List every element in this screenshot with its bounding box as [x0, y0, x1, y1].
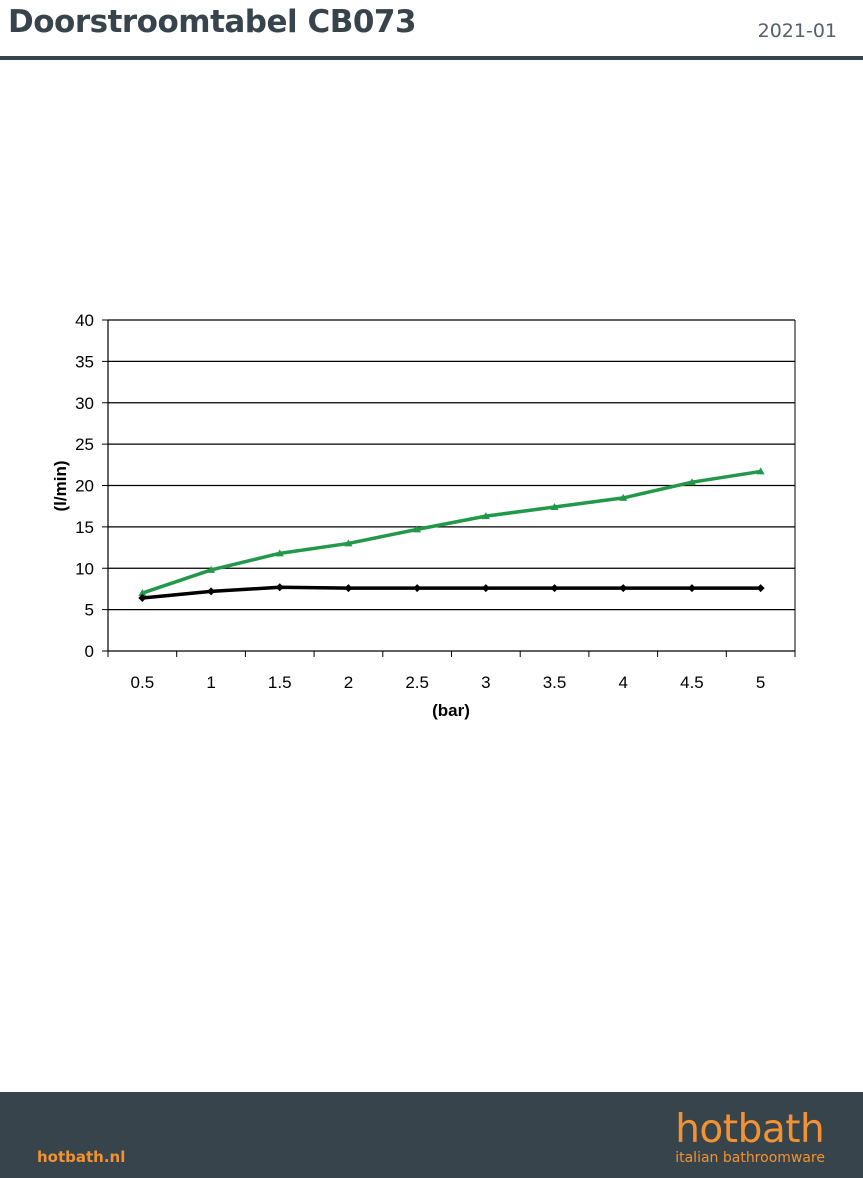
data-point: [344, 539, 353, 547]
y-tick-label: 35: [75, 352, 94, 371]
x-tick-label: 0.5: [131, 673, 155, 692]
y-tick-labels: 0 5 10 15 20 25 30 35 40: [75, 311, 94, 661]
y-tick-label: 20: [75, 477, 94, 496]
y-axis-label: (l/min): [51, 461, 70, 512]
data-point: [550, 584, 559, 593]
website-link[interactable]: hotbath.nl: [37, 1148, 126, 1166]
y-tick-label: 5: [85, 601, 94, 620]
page-title: Doorstroomtabel CB073: [8, 4, 417, 40]
data-point: [619, 493, 628, 501]
brand-logo: hotbath italian bathroomware: [675, 1107, 825, 1167]
y-tick-label: 40: [75, 311, 94, 330]
flow-chart: 0 5 10 15 20 25 30 35 40 0.5 1 1.5 2 2.5 3 3.5 4 4.5 5 (b…: [51, 311, 796, 720]
data-point: [481, 512, 490, 520]
series: [138, 467, 765, 603]
x-tick-label: 3.5: [543, 673, 567, 692]
data-point: [138, 594, 147, 603]
data-point: [619, 584, 628, 593]
y-tick-label: 25: [75, 435, 94, 454]
x-tick-labels: 0.5 1 1.5 2 2.5 3 3.5 4 4.5 5: [131, 673, 766, 692]
x-tick-label: 4: [619, 673, 628, 692]
x-tick-label: 5: [756, 673, 765, 692]
document-date: 2021-01: [757, 20, 837, 42]
data-point: [138, 589, 147, 597]
logo-tagline: italian bathroomware: [675, 1150, 825, 1166]
data-point: [413, 584, 422, 593]
data-point: [687, 478, 696, 486]
y-tick-label: 15: [75, 518, 94, 537]
data-point: [344, 584, 353, 593]
footer: hotbath.nl hotbath italian bathroomware: [0, 1092, 863, 1178]
data-point: [756, 467, 765, 475]
data-point: [756, 584, 765, 593]
data-point: [550, 503, 559, 511]
data-point: [207, 565, 216, 573]
series-line: [141, 469, 761, 595]
axes: [102, 319, 796, 657]
x-tick-label: 3: [481, 673, 490, 692]
data-point: [481, 584, 490, 593]
x-tick-label: 4.5: [680, 673, 704, 692]
x-tick-label: 2.5: [405, 673, 429, 692]
data-point: [413, 525, 422, 533]
x-tick-label: 2: [344, 673, 353, 692]
x-axis-label: (bar): [432, 701, 470, 720]
x-tick-label: 1.5: [268, 673, 292, 692]
data-point: [207, 587, 216, 596]
y-tick-label: 0: [85, 642, 94, 661]
header-divider: [0, 56, 863, 60]
y-tick-label: 30: [75, 394, 94, 413]
series-line: [142, 585, 761, 600]
y-tick-label: 10: [75, 559, 94, 578]
data-point: [275, 549, 284, 557]
data-point: [275, 583, 284, 592]
logo-text: hotbath: [675, 1107, 825, 1152]
data-point: [687, 584, 696, 593]
x-tick-label: 1: [206, 673, 215, 692]
